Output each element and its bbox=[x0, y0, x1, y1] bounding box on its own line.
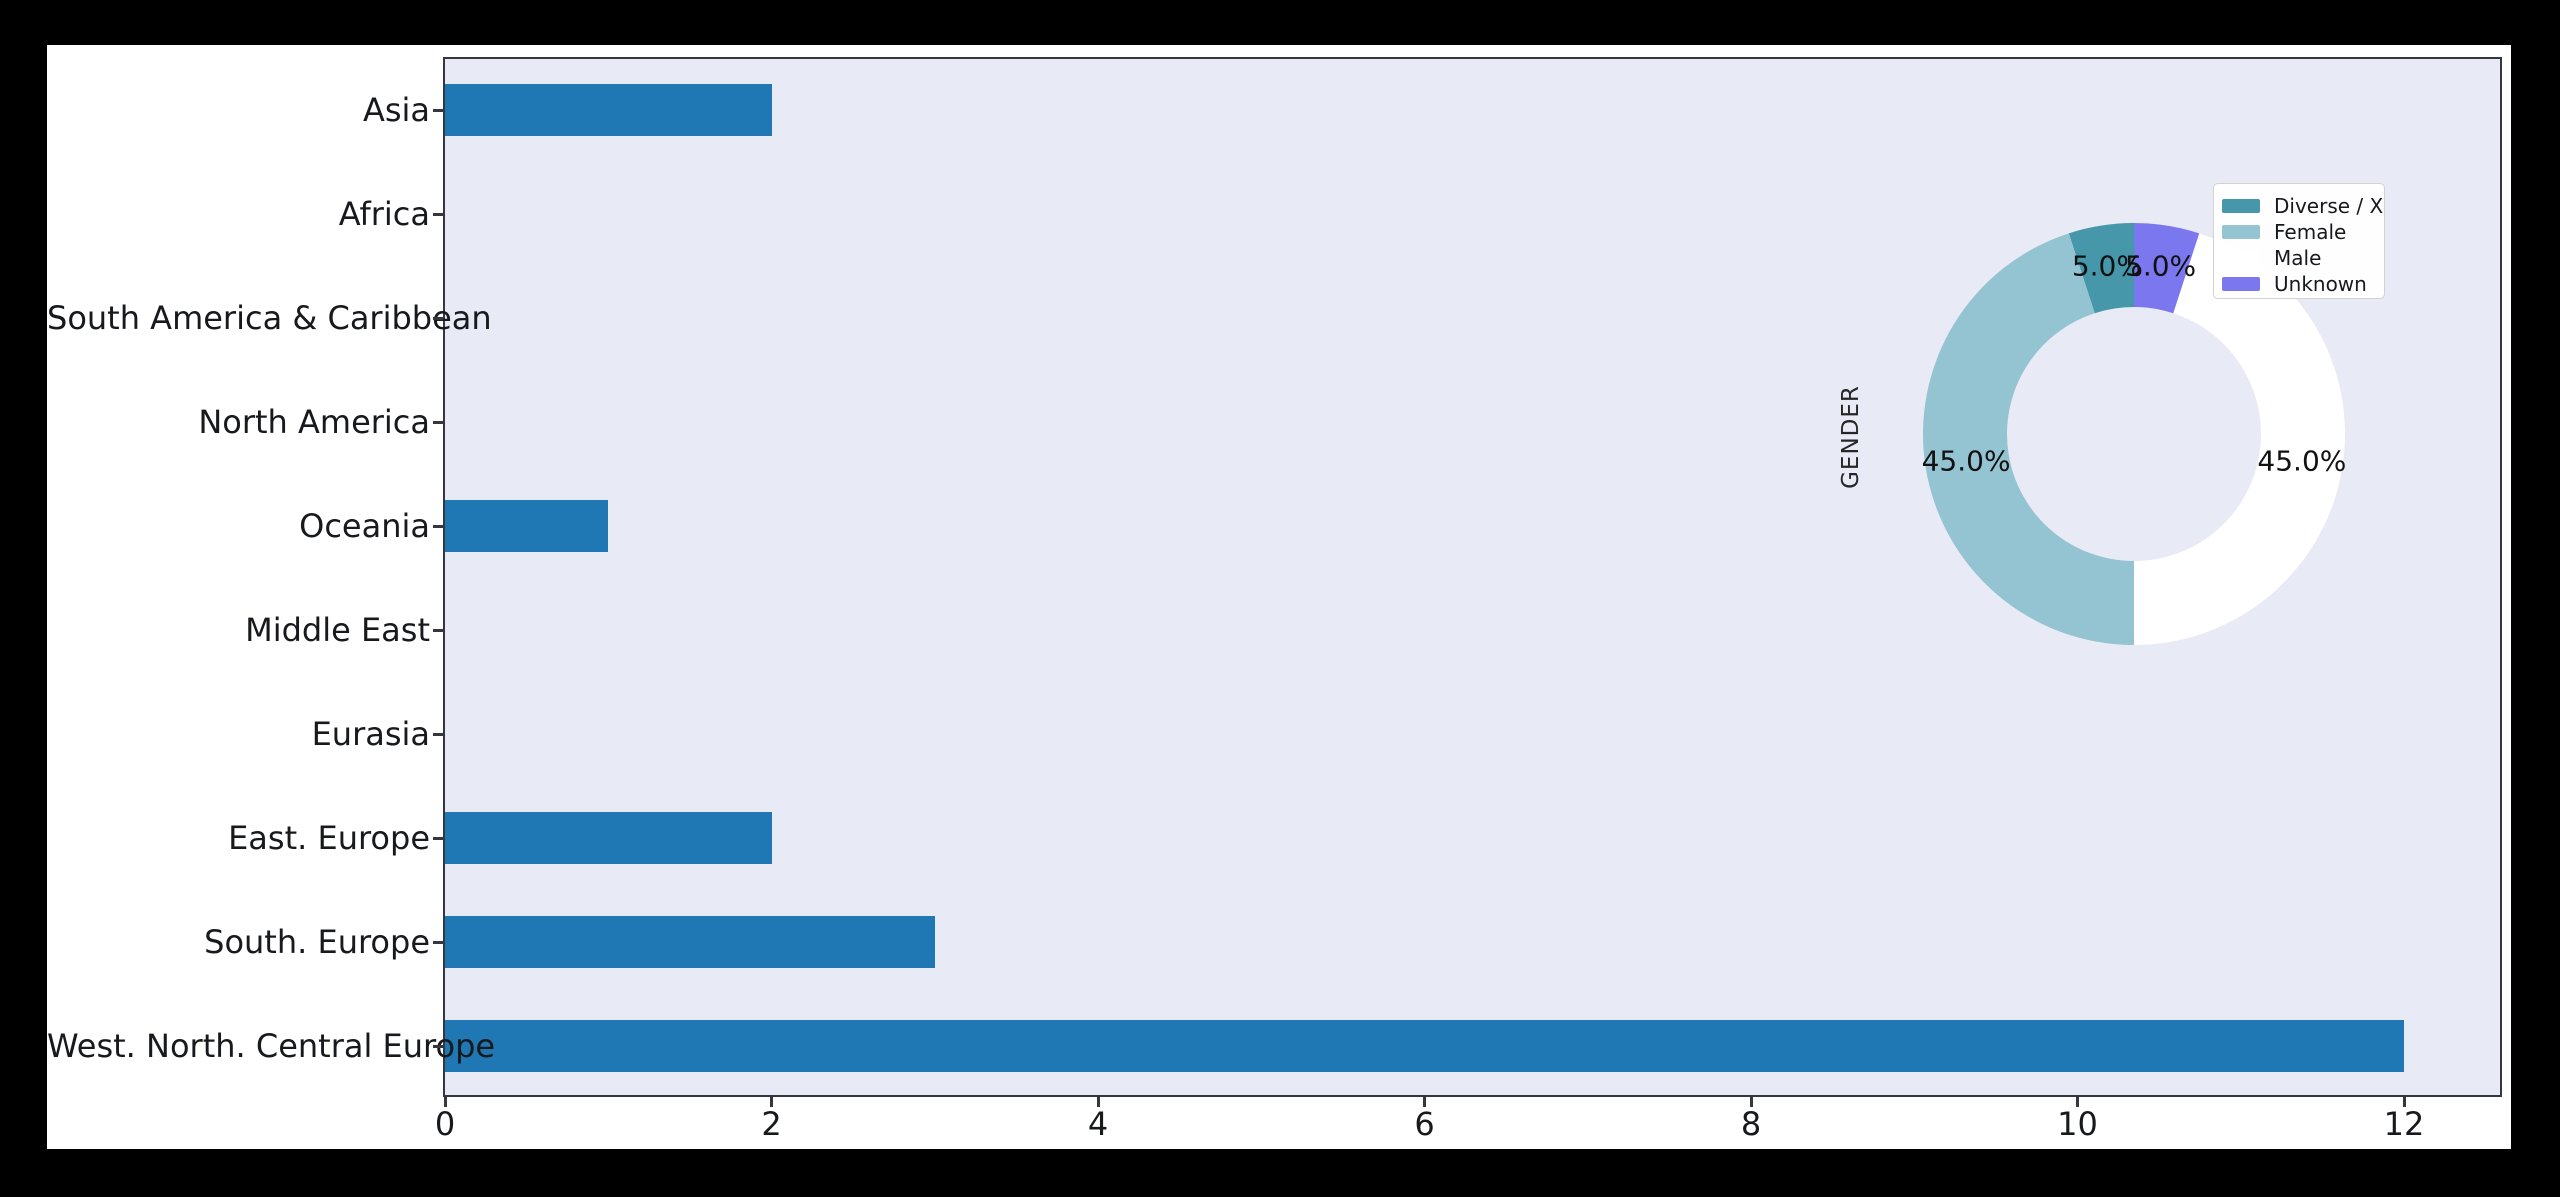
xtick-mark bbox=[1096, 1097, 1100, 1107]
xtick-label-12: 12 bbox=[2383, 1105, 2425, 1143]
pct-label-male: 45.0% bbox=[2257, 444, 2347, 478]
legend-swatch-female bbox=[2222, 225, 2260, 239]
xtick-label-4: 4 bbox=[1087, 1105, 1109, 1143]
ytick-mark bbox=[433, 732, 443, 736]
gender-legend: Diverse / X Female Male Unknown bbox=[2213, 183, 2385, 299]
ytick-label-middle-east: Middle East bbox=[245, 611, 430, 649]
legend-swatch-diverse-x bbox=[2222, 199, 2260, 213]
legend-label-female: Female bbox=[2274, 220, 2347, 244]
ytick-label-east-europe: East. Europe bbox=[228, 819, 430, 857]
ytick-label-south-europe: South. Europe bbox=[204, 923, 430, 961]
ytick-label-eurasia: Eurasia bbox=[311, 715, 430, 753]
legend-swatch-male bbox=[2222, 251, 2260, 265]
ytick-mark bbox=[433, 212, 443, 216]
donut-slice-male bbox=[2134, 233, 2345, 645]
bar-east-europe bbox=[445, 812, 772, 864]
pct-label-unknown: 5.0% bbox=[2125, 249, 2197, 283]
pct-label-female: 45.0% bbox=[1921, 444, 2011, 478]
bar-west-north-central-europe bbox=[445, 1020, 2404, 1072]
xtick-mark bbox=[443, 1097, 447, 1107]
pct-label-diverse-x: 5.0% bbox=[2071, 249, 2143, 283]
ytick-mark bbox=[433, 420, 443, 424]
xtick-label-6: 6 bbox=[1414, 1105, 1435, 1143]
legend-row-diverse-x: Diverse / X bbox=[2222, 193, 2383, 219]
legend-row-female: Female bbox=[2222, 219, 2378, 245]
gender-axis-title: GENDER bbox=[1838, 385, 1864, 489]
legend-label-unknown: Unknown bbox=[2274, 272, 2367, 296]
legend-label-male: Male bbox=[2274, 246, 2322, 270]
xtick-mark bbox=[1749, 1097, 1753, 1107]
legend-label-diverse-x: Diverse / X bbox=[2274, 194, 2384, 218]
ytick-label-africa: Africa bbox=[338, 195, 430, 233]
ytick-label-north-america: North America bbox=[198, 403, 430, 441]
bar-asia bbox=[445, 84, 772, 136]
ytick-mark bbox=[433, 836, 443, 840]
xtick-mark bbox=[2402, 1097, 2406, 1107]
xtick-mark bbox=[2076, 1097, 2079, 1107]
xtick-label-2: 2 bbox=[761, 1105, 782, 1143]
ytick-mark bbox=[433, 1044, 443, 1048]
ytick-label-oceania: Oceania bbox=[299, 507, 430, 545]
ytick-mark bbox=[433, 524, 443, 528]
xtick-mark bbox=[770, 1097, 773, 1107]
figure: Asia Africa South America & Caribbean North… bbox=[47, 45, 2511, 1149]
ytick-label-west-north-central-europe: West. North. Central Europe bbox=[47, 1027, 496, 1065]
ytick-label-south-america-caribbean: South America & Caribbean bbox=[47, 299, 492, 337]
legend-swatch-unknown bbox=[2222, 277, 2260, 291]
xtick-mark bbox=[1423, 1097, 1426, 1107]
donut-slice-female bbox=[1923, 233, 2134, 645]
ytick-mark bbox=[433, 940, 443, 944]
bar-oceania bbox=[445, 500, 609, 552]
ytick-label-asia: Asia bbox=[362, 91, 430, 129]
donut-slice-unknown bbox=[2134, 223, 2200, 314]
gender-donut-chart bbox=[1923, 223, 2345, 645]
xtick-label-8: 8 bbox=[1740, 1105, 1762, 1143]
donut-slice-diverse-x bbox=[2068, 223, 2134, 314]
ytick-mark bbox=[433, 108, 443, 112]
legend-row-unknown: Unknown bbox=[2222, 271, 2378, 297]
xtick-label-0: 0 bbox=[434, 1105, 456, 1143]
xtick-label-10: 10 bbox=[2057, 1105, 2098, 1143]
ytick-mark bbox=[433, 316, 443, 320]
bar-south-europe bbox=[445, 916, 935, 968]
ytick-mark bbox=[433, 628, 443, 632]
legend-row-male: Male bbox=[2222, 245, 2378, 271]
